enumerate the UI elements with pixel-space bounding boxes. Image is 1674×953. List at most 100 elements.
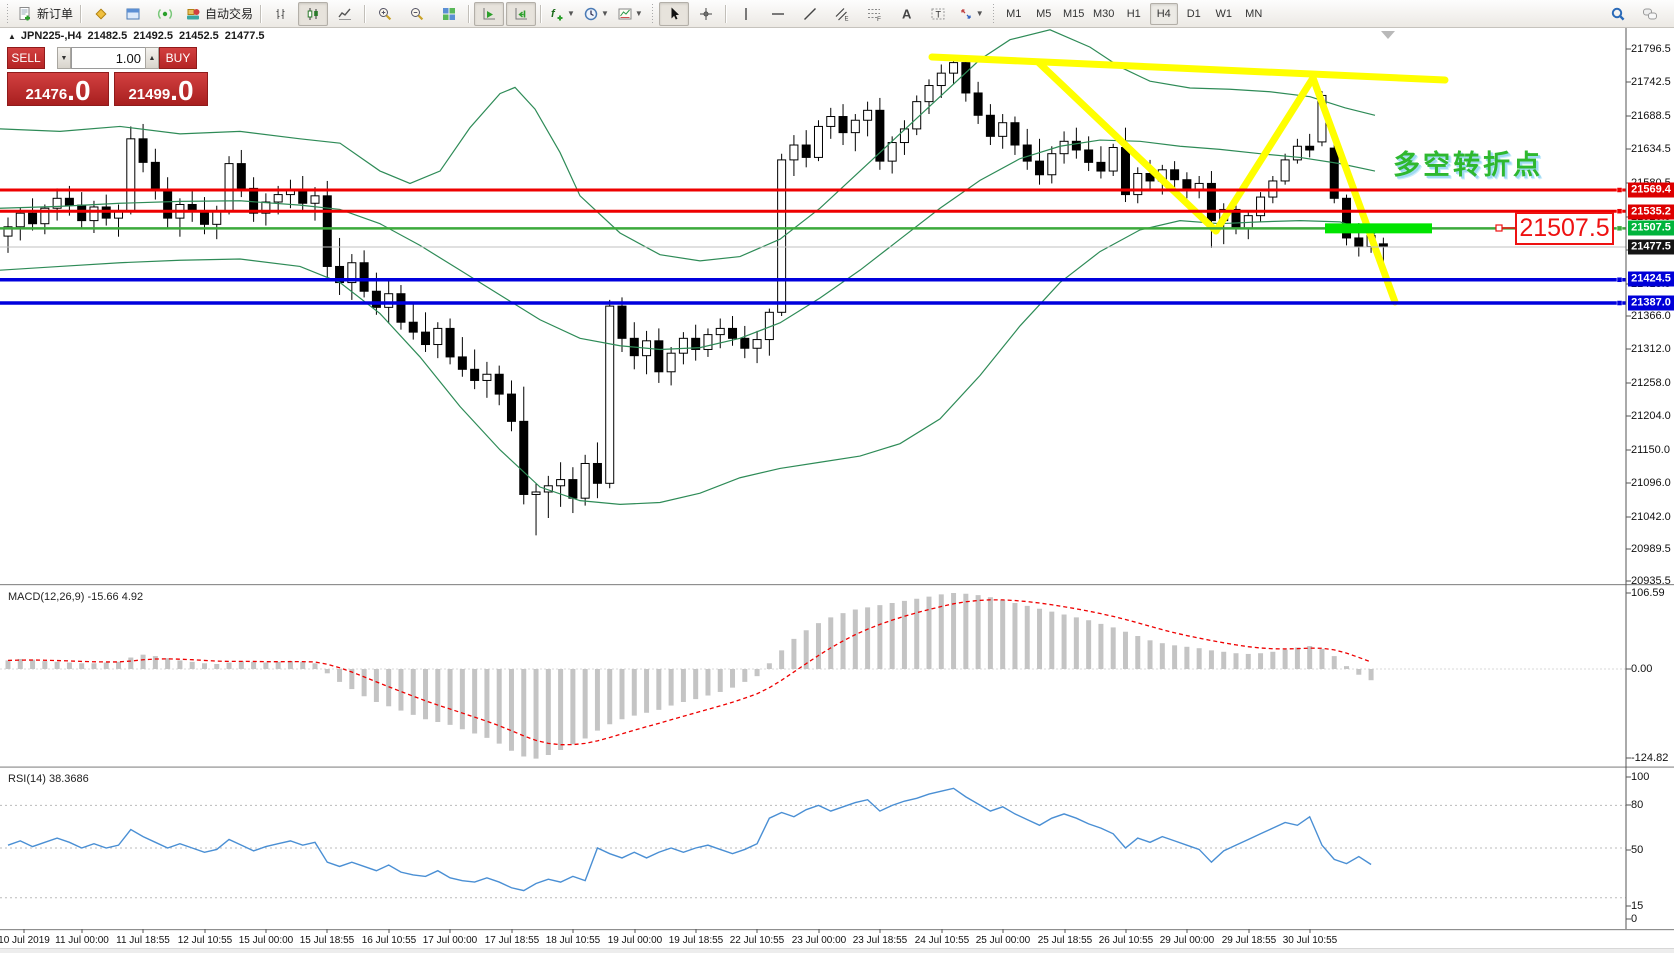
chart-profile-button[interactable] xyxy=(86,2,116,26)
dropdown-arrow-icon[interactable]: ▼ xyxy=(634,9,643,18)
oscillator-tick-label: 0 xyxy=(1631,913,1638,925)
price-badge-21535.2: 21535.2 xyxy=(1628,204,1674,220)
oscillator-tick-label: 0.00 xyxy=(1631,663,1653,675)
dropdown-arrow-icon[interactable]: ▼ xyxy=(975,9,984,18)
equidistant-channel-button[interactable]: E xyxy=(827,2,857,26)
turning-point-annotation[interactable]: 多空转折点 xyxy=(1393,150,1543,180)
cursor-button[interactable] xyxy=(658,1,689,26)
periods-list-button[interactable]: ▼ xyxy=(580,2,612,26)
zoom-in-button[interactable] xyxy=(370,2,400,26)
time-tick-label: 29 Jul 00:00 xyxy=(1159,935,1215,946)
chart-canvas[interactable] xyxy=(0,28,1674,953)
time-tick-label: 17 Jul 00:00 xyxy=(422,935,478,946)
sell-button[interactable]: SELL xyxy=(7,47,45,69)
timeframe-button-h4[interactable]: H4 xyxy=(1149,2,1178,25)
volume-increase-button[interactable]: ▲ xyxy=(145,47,159,69)
indicators-list-button[interactable]: f ▼ xyxy=(546,2,578,26)
price-tick-label: 21366.0 xyxy=(1631,310,1671,322)
crosshair-button[interactable] xyxy=(691,2,721,26)
volume-decrease-button[interactable]: ▼ xyxy=(57,47,71,69)
arrow-objects-button[interactable]: ▼ xyxy=(955,2,987,26)
text-button[interactable]: A xyxy=(891,2,921,26)
horizontal-line-button[interactable] xyxy=(763,2,793,26)
timeframe-button-m30[interactable]: M30 xyxy=(1093,7,1115,20)
price-tick-label: 20935.5 xyxy=(1631,575,1671,587)
auto-scroll-button[interactable] xyxy=(474,1,505,26)
timeframe-button-m1[interactable]: M1 xyxy=(1006,7,1022,20)
data-window-button[interactable] xyxy=(118,2,148,26)
price-tick-label: 21096.0 xyxy=(1631,477,1671,489)
bar-chart-mode-button[interactable] xyxy=(266,2,296,26)
scroll-to-end-marker[interactable] xyxy=(1381,31,1395,39)
new-order-button[interactable]: 新订单 xyxy=(14,2,76,26)
collapse-panel-icon[interactable]: ▲ xyxy=(8,32,16,41)
price-tick-label: 21688.5 xyxy=(1631,110,1671,122)
time-tick-label: 22 Jul 10:55 xyxy=(729,935,785,946)
dropdown-arrow-icon[interactable]: ▼ xyxy=(600,9,609,18)
timeframe-button-d1[interactable]: D1 xyxy=(1186,7,1201,20)
chat-icon xyxy=(1643,8,1657,20)
template-icon xyxy=(618,8,632,19)
vertical-line-button[interactable] xyxy=(731,2,761,26)
toolbar-grip[interactable] xyxy=(990,3,996,24)
gold-diamond-icon xyxy=(95,7,107,20)
time-tick-label: 17 Jul 18:55 xyxy=(484,935,540,946)
channel-icon: E xyxy=(835,7,848,22)
timeframe-button-h1[interactable]: H1 xyxy=(1126,7,1141,20)
oscillator-tick-label: -124.82 xyxy=(1631,752,1669,764)
timeframe-button-w1[interactable]: W1 xyxy=(1215,7,1232,20)
price-badge-21477.5: 21477.5 xyxy=(1628,239,1674,255)
hline-icon xyxy=(771,12,784,15)
chat-button[interactable] xyxy=(1635,2,1665,26)
time-tick-label: 23 Jul 18:55 xyxy=(852,935,908,946)
toolbar-separator xyxy=(260,4,263,23)
time-tick-label: 19 Jul 18:55 xyxy=(668,935,724,946)
auto-scroll-icon xyxy=(483,7,496,19)
macd-indicator-label: MACD(12,26,9) -15.66 4.92 xyxy=(8,591,144,603)
zoom-out-button[interactable] xyxy=(402,2,432,26)
chart-shift-button[interactable] xyxy=(506,1,537,26)
symbol-info-bar[interactable]: ▲ JPN225-,H4 21482.5 21492.5 21452.5 21477.5 xyxy=(8,30,265,42)
price-tick-label: 20989.5 xyxy=(1631,543,1671,555)
search-button[interactable] xyxy=(1603,2,1633,26)
text-label-button[interactable]: T xyxy=(923,2,953,26)
label-icon: T xyxy=(931,8,945,19)
time-tick-label: 18 Jul 10:55 xyxy=(545,935,601,946)
trendline-button[interactable] xyxy=(795,2,825,26)
time-tick-label: 25 Jul 18:55 xyxy=(1037,935,1093,946)
templates-button[interactable]: ▼ xyxy=(614,2,646,26)
signals-button[interactable] xyxy=(150,2,180,26)
cursor-icon xyxy=(671,7,679,19)
fibonacci-button[interactable]: F xyxy=(859,2,889,26)
timeframe-button-m15[interactable]: M15 xyxy=(1063,7,1085,20)
price-callout-box[interactable]: 21507.5 xyxy=(1515,212,1614,245)
toolbar-separator xyxy=(364,4,367,23)
price-badge-21507.5: 21507.5 xyxy=(1628,220,1674,236)
svg-text:E: E xyxy=(844,16,848,22)
buy-price-display[interactable]: 21499.0 xyxy=(114,72,208,106)
toolbar-grip[interactable] xyxy=(5,3,10,24)
oscillator-tick-label: 80 xyxy=(1631,799,1644,811)
arrows-icon xyxy=(961,8,971,19)
timeframe-button-mn[interactable]: MN xyxy=(1245,7,1263,20)
window-bottom-edge xyxy=(0,948,1674,953)
candle-chart-mode-button[interactable] xyxy=(298,1,329,26)
svg-text:F: F xyxy=(877,16,881,22)
tile-windows-button[interactable] xyxy=(434,2,464,26)
buy-price-pips: .0 xyxy=(170,75,194,106)
volume-input[interactable] xyxy=(71,47,145,69)
dropdown-arrow-icon[interactable]: ▼ xyxy=(567,9,575,18)
time-tick-label: 11 Jul 00:00 xyxy=(55,935,109,946)
search-icon xyxy=(1611,7,1625,21)
crosshair-icon xyxy=(699,7,712,20)
candle-chart-icon xyxy=(307,7,318,20)
window-icon xyxy=(126,8,140,19)
buy-button[interactable]: BUY xyxy=(159,47,197,69)
sell-price-display[interactable]: 21476.0 xyxy=(7,72,109,106)
toolbar-grip[interactable] xyxy=(649,3,655,24)
price-tick-label: 21204.0 xyxy=(1631,410,1671,422)
line-chart-mode-button[interactable] xyxy=(330,2,360,26)
timeframe-button-m5[interactable]: M5 xyxy=(1036,7,1052,20)
auto-trading-button[interactable]: 自动交易 xyxy=(182,2,256,26)
time-tick-label: 10 Jul 2019 xyxy=(0,935,50,946)
